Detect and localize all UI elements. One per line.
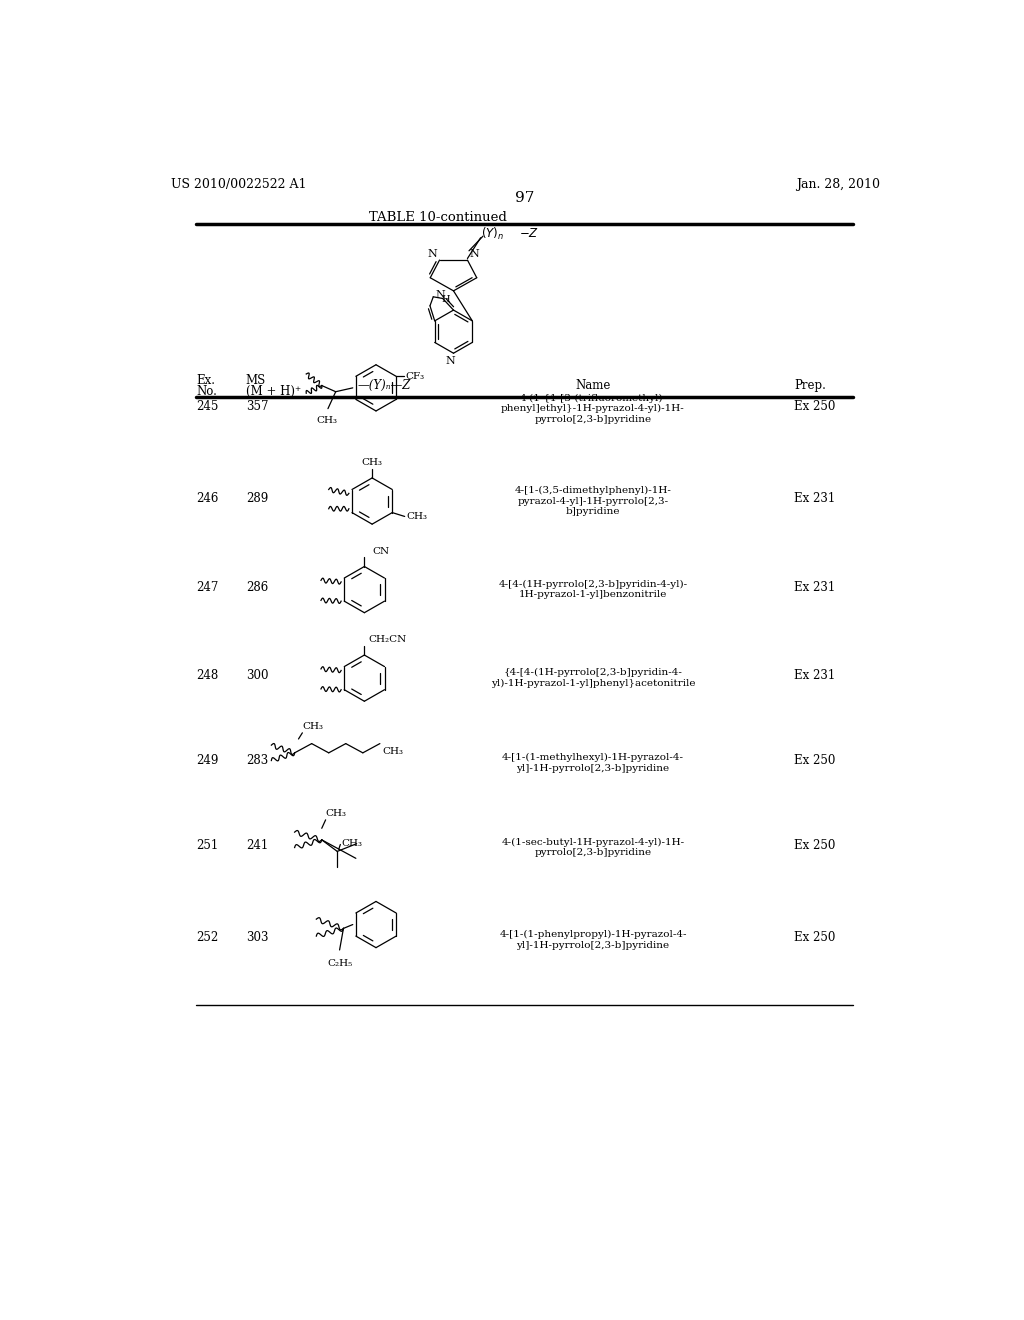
Text: 286: 286	[246, 581, 268, 594]
Text: 303: 303	[246, 931, 268, 944]
Text: 300: 300	[246, 669, 268, 682]
Text: 247: 247	[197, 581, 218, 594]
Text: —(Y)ₙ—Z: —(Y)ₙ—Z	[357, 379, 411, 392]
Text: 249: 249	[197, 754, 218, 767]
Text: CF₃: CF₃	[406, 372, 425, 380]
Text: MS: MS	[246, 374, 266, 387]
Text: C₂H₅: C₂H₅	[327, 960, 352, 968]
Text: TABLE 10-continued: TABLE 10-continued	[369, 211, 507, 224]
Text: CH₃: CH₃	[302, 722, 324, 731]
Text: 251: 251	[197, 838, 218, 851]
Text: 248: 248	[197, 669, 218, 682]
Text: CH₃: CH₃	[361, 458, 383, 467]
Text: 289: 289	[246, 492, 268, 506]
Text: N: N	[427, 249, 437, 259]
Text: CH₃: CH₃	[382, 747, 403, 756]
Text: 4-[1-(1-phenylpropyl)-1H-pyrazol-4-
yl]-1H-pyrrolo[2,3-b]pyridine: 4-[1-(1-phenylpropyl)-1H-pyrazol-4- yl]-…	[500, 931, 687, 949]
Text: 4-[1-(1-methylhexyl)-1H-pyrazol-4-
yl]-1H-pyrrolo[2,3-b]pyridine: 4-[1-(1-methylhexyl)-1H-pyrazol-4- yl]-1…	[502, 754, 684, 772]
Text: No.: No.	[197, 385, 217, 397]
Text: 245: 245	[197, 400, 218, 413]
Text: (M + H)⁺: (M + H)⁺	[246, 385, 301, 397]
Text: 4-(1-sec-butyl-1H-pyrazol-4-yl)-1H-
pyrrolo[2,3-b]pyridine: 4-(1-sec-butyl-1H-pyrazol-4-yl)-1H- pyrr…	[502, 838, 685, 857]
Text: 4-[1-(3,5-dimethylphenyl)-1H-
pyrazol-4-yl]-1H-pyrrolo[2,3-
b]pyridine: 4-[1-(3,5-dimethylphenyl)-1H- pyrazol-4-…	[515, 486, 672, 516]
Text: CH₃: CH₃	[407, 512, 427, 521]
Text: 4-[4-(1H-pyrrolo[2,3-b]pyridin-4-yl)-
1H-pyrazol-1-yl]benzonitrile: 4-[4-(1H-pyrrolo[2,3-b]pyridin-4-yl)- 1H…	[499, 579, 687, 599]
Text: CN: CN	[372, 546, 389, 556]
Text: Jan. 28, 2010: Jan. 28, 2010	[796, 178, 880, 190]
Text: 357: 357	[246, 400, 268, 413]
Text: 4-(1-{1-[3-(trifluoromethyl)-
phenyl]ethyl}-1H-pyrazol-4-yl)-1H-
pyrrolo[2,3-b]p: 4-(1-{1-[3-(trifluoromethyl)- phenyl]eth…	[501, 393, 685, 424]
Text: 252: 252	[197, 931, 218, 944]
Text: 283: 283	[246, 754, 268, 767]
Text: Ex 250: Ex 250	[795, 838, 836, 851]
Text: $-Z$: $-Z$	[519, 227, 540, 240]
Text: {4-[4-(1H-pyrrolo[2,3-b]pyridin-4-
yl)-1H-pyrazol-1-yl]phenyl}acetonitrile: {4-[4-(1H-pyrrolo[2,3-b]pyridin-4- yl)-1…	[490, 668, 695, 688]
Text: N: N	[435, 290, 445, 300]
Text: N: N	[445, 356, 456, 366]
Text: N: N	[470, 249, 479, 259]
Text: Ex 250: Ex 250	[795, 754, 836, 767]
Text: 97: 97	[515, 191, 535, 205]
Text: US 2010/0022522 A1: US 2010/0022522 A1	[171, 178, 306, 190]
Text: H: H	[441, 294, 451, 304]
Text: 241: 241	[246, 838, 268, 851]
Text: Ex 250: Ex 250	[795, 931, 836, 944]
Text: CH₃: CH₃	[341, 840, 362, 849]
Text: Ex 231: Ex 231	[795, 581, 836, 594]
Text: Ex.: Ex.	[197, 374, 215, 387]
Text: CH₂CN: CH₂CN	[369, 635, 407, 644]
Text: Ex 250: Ex 250	[795, 400, 836, 413]
Text: 246: 246	[197, 492, 218, 506]
Text: $(Y)_n$: $(Y)_n$	[480, 226, 504, 242]
Text: CH₃: CH₃	[326, 809, 347, 818]
Text: Name: Name	[575, 379, 610, 392]
Text: Prep.: Prep.	[795, 379, 826, 392]
Text: Ex 231: Ex 231	[795, 669, 836, 682]
Text: CH₃: CH₃	[315, 416, 337, 425]
Text: Ex 231: Ex 231	[795, 492, 836, 506]
